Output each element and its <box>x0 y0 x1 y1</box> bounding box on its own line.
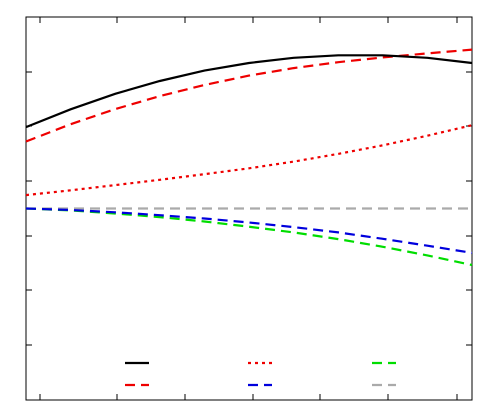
series-lines <box>25 48 473 267</box>
series-line-0 <box>25 54 473 129</box>
series-line-4 <box>25 207 473 267</box>
series-line-3 <box>25 207 473 254</box>
legend <box>125 361 396 387</box>
series-line-2 <box>25 124 473 197</box>
axis-ticks <box>25 16 472 401</box>
series-line-1 <box>25 48 473 143</box>
